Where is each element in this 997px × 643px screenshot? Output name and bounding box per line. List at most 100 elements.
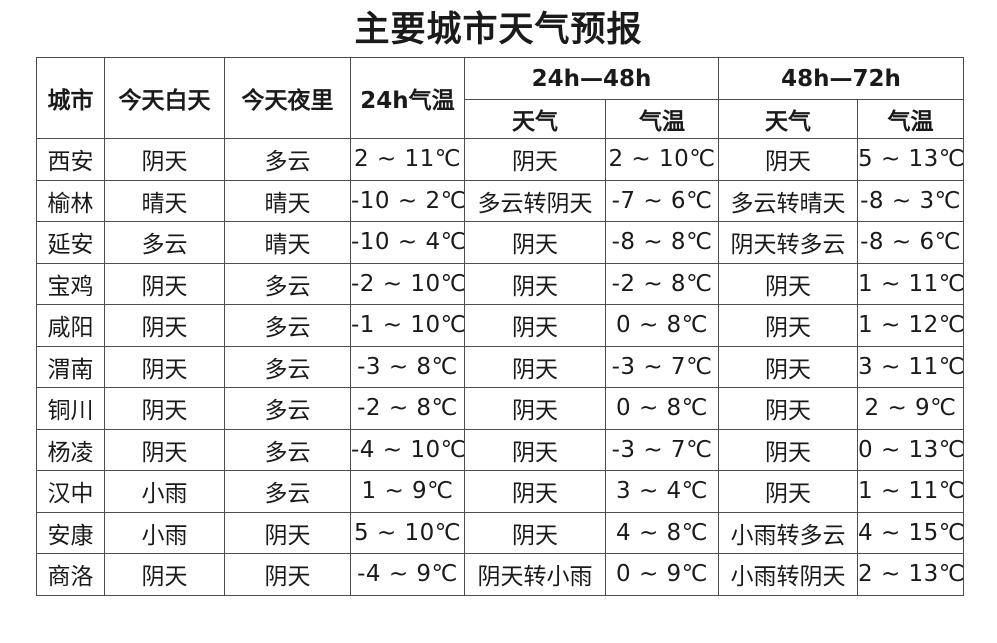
temp-24-48-cell: -3 ~ 7℃ (604, 428, 720, 471)
header-row-subcolumns: 天气 气温 天气 气温 (37, 99, 965, 139)
weather-48-72-cell: 阴天 (718, 470, 859, 513)
day-weather-cell: 阴天 (104, 138, 225, 181)
night-weather-cell: 阴天 (224, 511, 351, 554)
temp-24h-cell: -10 ~ 2℃ (350, 179, 465, 222)
weather-48-72-cell: 阴天 (718, 345, 859, 388)
city-cell: 榆林 (36, 179, 105, 222)
temp-24-48-cell: -3 ~ 7℃ (604, 345, 720, 388)
weather-24-48-cell: 阴天 (464, 428, 606, 471)
weather-48-72-cell: 小雨转多云 (718, 511, 859, 554)
city-cell: 咸阳 (36, 304, 105, 347)
header-weather-48-72: 天气 (718, 99, 859, 139)
temp-48-72-cell: 1 ~ 12℃ (857, 304, 965, 347)
header-row-groups: 城市 今天白天 今天夜里 24h气温 24h—48h 48h—72h (36, 57, 965, 139)
night-weather-cell: 多云 (224, 138, 351, 181)
table-row: 渭南 阴天 多云 -3 ~ 8℃ 阴天 -3 ~ 7℃ 阴天 3 ~ 11℃ (36, 345, 965, 388)
temp-24h-cell: 2 ~ 11℃ (350, 138, 465, 181)
temp-48-72-cell: 3 ~ 11℃ (857, 345, 965, 388)
temp-24-48-cell: 0 ~ 8℃ (604, 387, 720, 430)
city-cell: 杨凌 (36, 428, 105, 471)
temp-48-72-cell: 0 ~ 13℃ (857, 428, 965, 471)
weather-48-72-cell: 阴天 (718, 262, 859, 305)
header-temp-48-72: 气温 (857, 99, 965, 139)
temp-48-72-cell: 5 ~ 13℃ (857, 138, 965, 181)
temp-24h-cell: -1 ~ 10℃ (350, 304, 465, 347)
weather-48-72-cell: 阴天 (718, 428, 859, 471)
city-cell: 渭南 (36, 345, 105, 388)
temp-24-48-cell: 3 ~ 4℃ (604, 470, 720, 513)
weather-48-72-cell: 多云转晴天 (718, 179, 859, 222)
temp-48-72-cell: 1 ~ 11℃ (857, 470, 965, 513)
day-weather-cell: 阴天 (104, 387, 225, 430)
header-group-48-72: 48h—72h (718, 57, 965, 100)
header-city: 城市 (36, 57, 105, 139)
night-weather-cell: 晴天 (224, 221, 351, 264)
night-weather-cell: 多云 (224, 428, 351, 471)
temp-24-48-cell: 2 ~ 10℃ (604, 138, 720, 181)
city-cell: 安康 (36, 511, 105, 554)
weather-24-48-cell: 多云转阴天 (464, 179, 606, 222)
city-cell: 汉中 (36, 470, 105, 513)
night-weather-cell: 多云 (224, 387, 351, 430)
table-row: 汉中 小雨 多云 1 ~ 9℃ 阴天 3 ~ 4℃ 阴天 1 ~ 11℃ (36, 470, 965, 513)
table-row: 咸阳 阴天 多云 -1 ~ 10℃ 阴天 0 ~ 8℃ 阴天 1 ~ 12℃ (36, 304, 965, 347)
temp-24-48-cell: -7 ~ 6℃ (604, 179, 720, 222)
weather-forecast-table: 城市 今天白天 今天夜里 24h气温 24h—48h 48h—72h 天气 气温… (36, 57, 965, 596)
night-weather-cell: 多云 (224, 345, 351, 388)
day-weather-cell: 阴天 (104, 262, 225, 305)
weather-48-72-cell: 阴天 (718, 304, 859, 347)
table-row: 西安 阴天 多云 2 ~ 11℃ 阴天 2 ~ 10℃ 阴天 5 ~ 13℃ (36, 138, 965, 181)
temp-24-48-cell: 0 ~ 8℃ (604, 304, 720, 347)
table-row: 宝鸡 阴天 多云 -2 ~ 10℃ 阴天 -2 ~ 8℃ 阴天 1 ~ 11℃ (36, 262, 965, 305)
temp-48-72-cell: -8 ~ 3℃ (857, 179, 965, 222)
day-weather-cell: 多云 (104, 221, 225, 264)
weather-48-72-cell: 阴天 (718, 138, 859, 181)
temp-24h-cell: -2 ~ 8℃ (350, 387, 465, 430)
table-row: 安康 小雨 阴天 5 ~ 10℃ 阴天 4 ~ 8℃ 小雨转多云 4 ~ 15℃ (36, 511, 965, 554)
weather-24-48-cell: 阴天 (464, 221, 606, 264)
temp-48-72-cell: 1 ~ 11℃ (857, 262, 965, 305)
header-today-night: 今天夜里 (224, 57, 351, 139)
table-row: 商洛 阴天 阴天 -4 ~ 9℃ 阴天转小雨 0 ~ 9℃ 小雨转阴天 2 ~ … (36, 553, 965, 596)
day-weather-cell: 阴天 (104, 428, 225, 471)
header-today-day: 今天白天 (104, 57, 225, 139)
temp-24-48-cell: 4 ~ 8℃ (604, 511, 720, 554)
header-group-24-48: 24h—48h (463, 57, 720, 100)
header-temp-24-48: 气温 (604, 99, 720, 139)
table-row: 延安 多云 晴天 -10 ~ 4℃ 阴天 -8 ~ 8℃ 阴天转多云 -8 ~ … (36, 221, 965, 264)
temp-24h-cell: 5 ~ 10℃ (350, 511, 465, 554)
weather-24-48-cell: 阴天 (464, 262, 606, 305)
city-cell: 西安 (36, 138, 105, 181)
temp-24h-cell: -4 ~ 9℃ (350, 553, 465, 596)
temp-48-72-cell: 4 ~ 15℃ (857, 511, 965, 554)
night-weather-cell: 多云 (224, 470, 351, 513)
temp-48-72-cell: 2 ~ 9℃ (857, 387, 965, 430)
night-weather-cell: 多云 (224, 304, 351, 347)
temp-48-72-cell: 2 ~ 13℃ (857, 553, 965, 596)
weather-24-48-cell: 阴天 (464, 138, 606, 181)
day-weather-cell: 晴天 (104, 179, 225, 222)
day-weather-cell: 阴天 (104, 345, 225, 388)
day-weather-cell: 阴天 (104, 304, 225, 347)
city-cell: 商洛 (36, 553, 105, 596)
night-weather-cell: 多云 (224, 262, 351, 305)
temp-24-48-cell: 0 ~ 9℃ (604, 553, 720, 596)
temp-24h-cell: -10 ~ 4℃ (350, 221, 465, 264)
weather-48-72-cell: 小雨转阴天 (718, 553, 859, 596)
temp-24h-cell: 1 ~ 9℃ (350, 470, 465, 513)
city-cell: 延安 (36, 221, 105, 264)
night-weather-cell: 晴天 (224, 179, 351, 222)
weather-48-72-cell: 阴天 (718, 387, 859, 430)
temp-24-48-cell: -8 ~ 8℃ (604, 221, 720, 264)
temp-24-48-cell: -2 ~ 8℃ (604, 262, 720, 305)
weather-24-48-cell: 阴天转小雨 (464, 553, 606, 596)
weather-48-72-cell: 阴天转多云 (718, 221, 859, 264)
temp-48-72-cell: -8 ~ 6℃ (857, 221, 965, 264)
weather-24-48-cell: 阴天 (464, 387, 606, 430)
table-row: 杨凌 阴天 多云 -4 ~ 10℃ 阴天 -3 ~ 7℃ 阴天 0 ~ 13℃ (36, 428, 965, 471)
table-row: 铜川 阴天 多云 -2 ~ 8℃ 阴天 0 ~ 8℃ 阴天 2 ~ 9℃ (36, 387, 965, 430)
weather-24-48-cell: 阴天 (464, 304, 606, 347)
city-cell: 宝鸡 (36, 262, 105, 305)
weather-24-48-cell: 阴天 (464, 345, 606, 388)
city-cell: 铜川 (36, 387, 105, 430)
